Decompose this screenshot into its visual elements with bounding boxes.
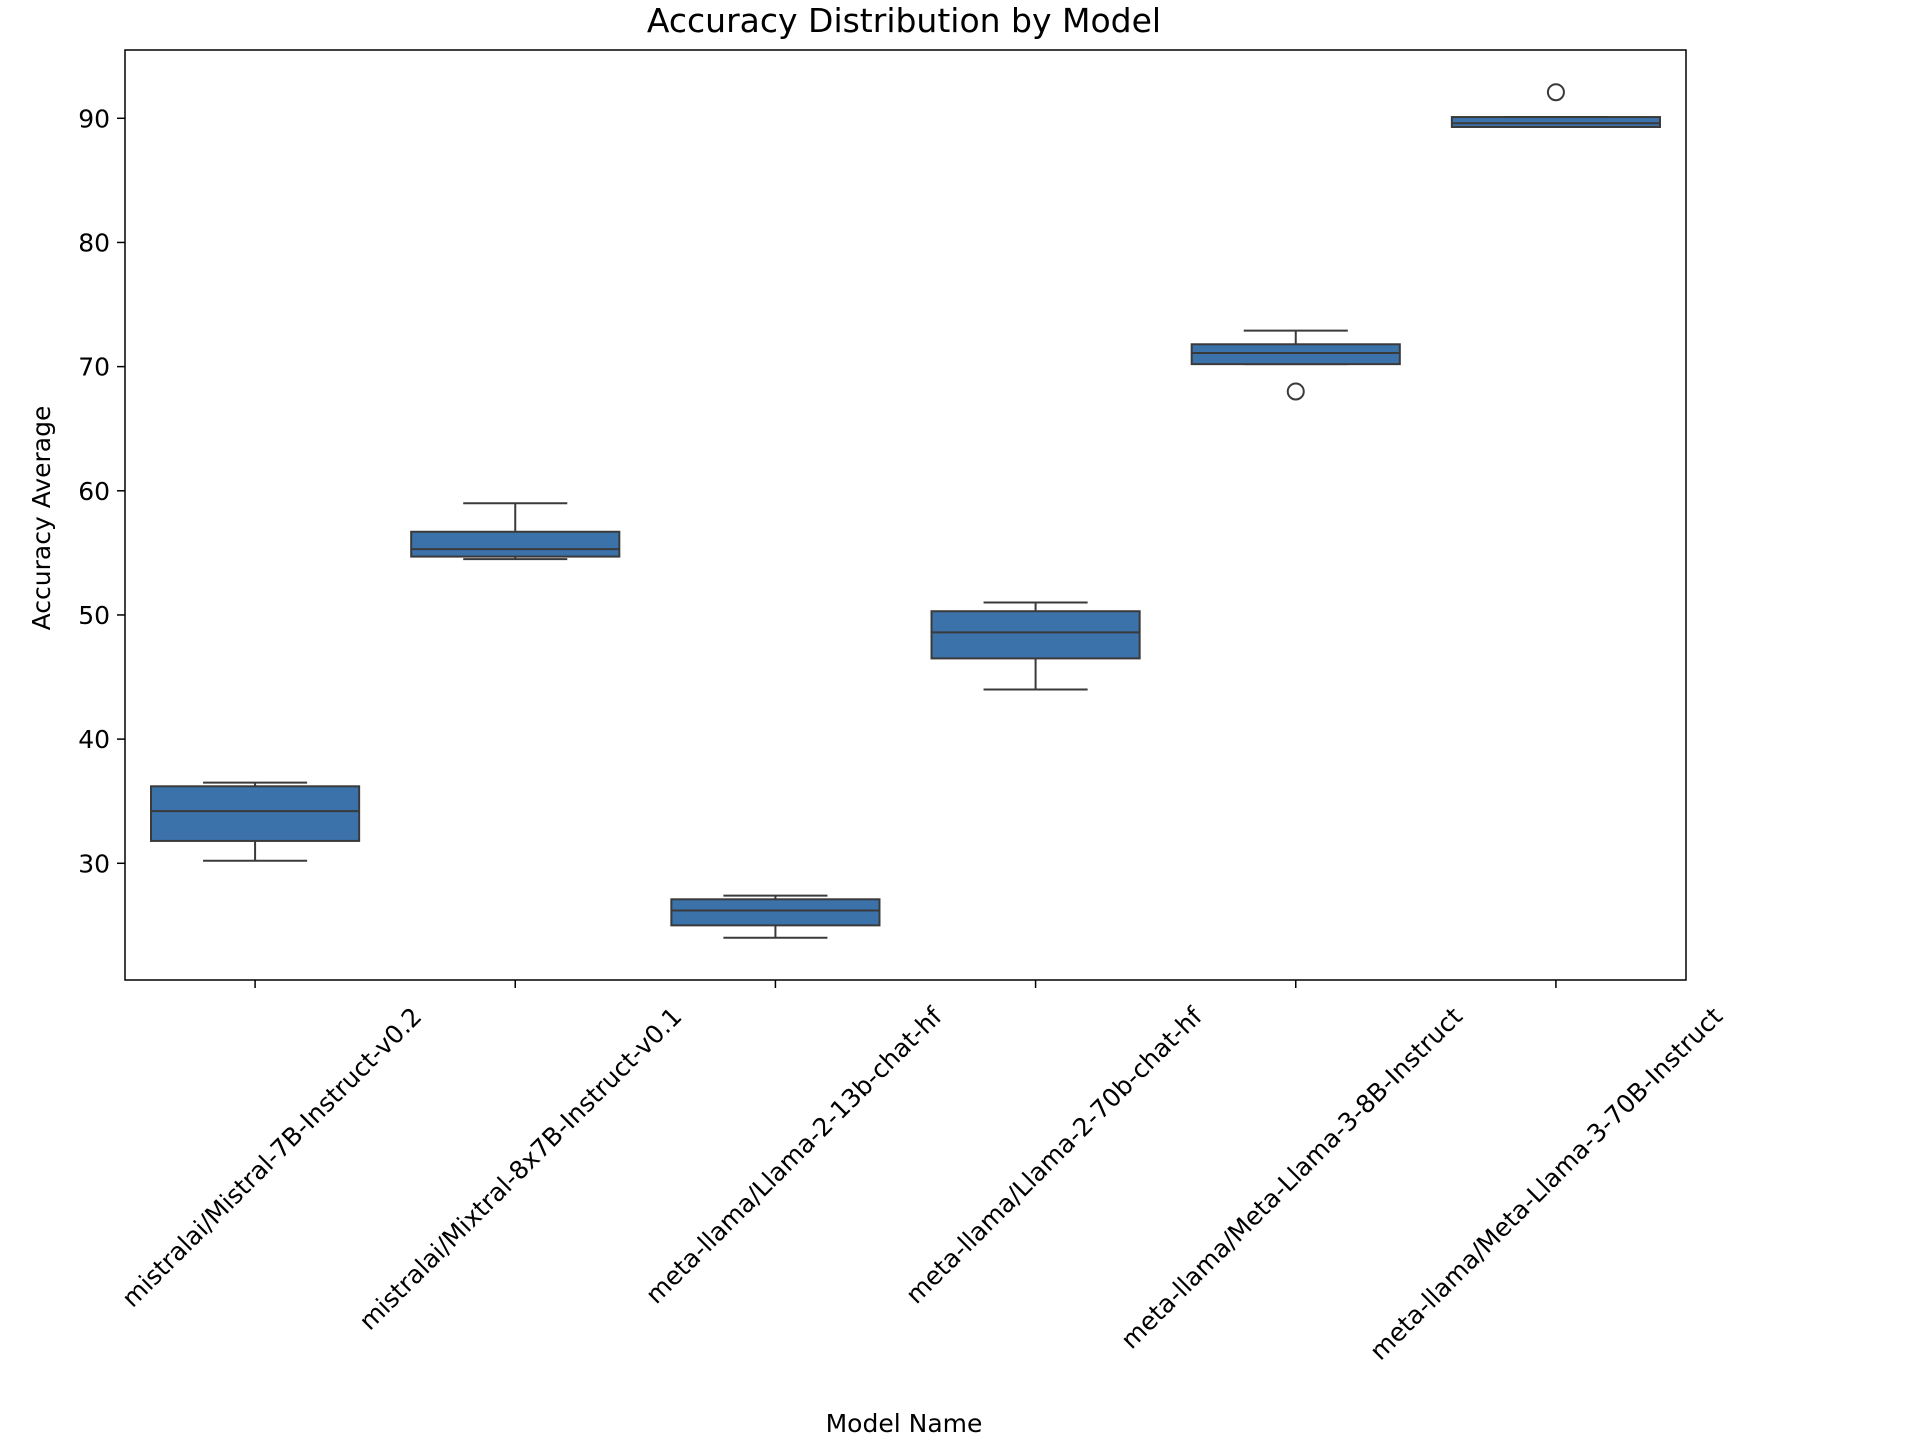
x-tick-label: meta-llama/Llama-2-70b-chat-hf: [900, 1001, 1208, 1309]
y-tick-label: 90: [78, 104, 110, 133]
box: [150, 785, 361, 842]
y-tick-label: 30: [78, 849, 110, 878]
plot-area: 30 40 50 60 70 80 90 mistralai/Mistral-7B-Instr…: [78, 49, 1728, 1366]
outlier-point: [1546, 83, 1565, 102]
y-axis-label: Accuracy Average: [27, 406, 56, 631]
y-tick-label: 80: [78, 228, 110, 257]
box: [670, 898, 881, 927]
x-tick-label: mistralai/Mixtral-8x7B-Instruct-v0.1: [353, 1002, 687, 1336]
box: [410, 530, 621, 558]
y-tick-label: 40: [78, 725, 110, 754]
box: [1190, 343, 1401, 366]
y-tick-label: 50: [78, 601, 110, 630]
x-tick-label: meta-llama/Llama-2-13b-chat-hf: [640, 1001, 948, 1309]
box: [930, 610, 1141, 660]
x-axis-label: Model Name: [826, 1409, 983, 1438]
chart-title: Accuracy Distribution by Model: [647, 1, 1161, 40]
y-tick-label: 60: [78, 477, 110, 506]
plot-frame: [124, 49, 1687, 981]
outlier-point: [1286, 382, 1305, 401]
y-tick-label: 70: [78, 353, 110, 382]
x-tick-label: mistralai/Mistral-7B-Instruct-v0.2: [116, 1002, 427, 1313]
box: [1450, 116, 1661, 128]
